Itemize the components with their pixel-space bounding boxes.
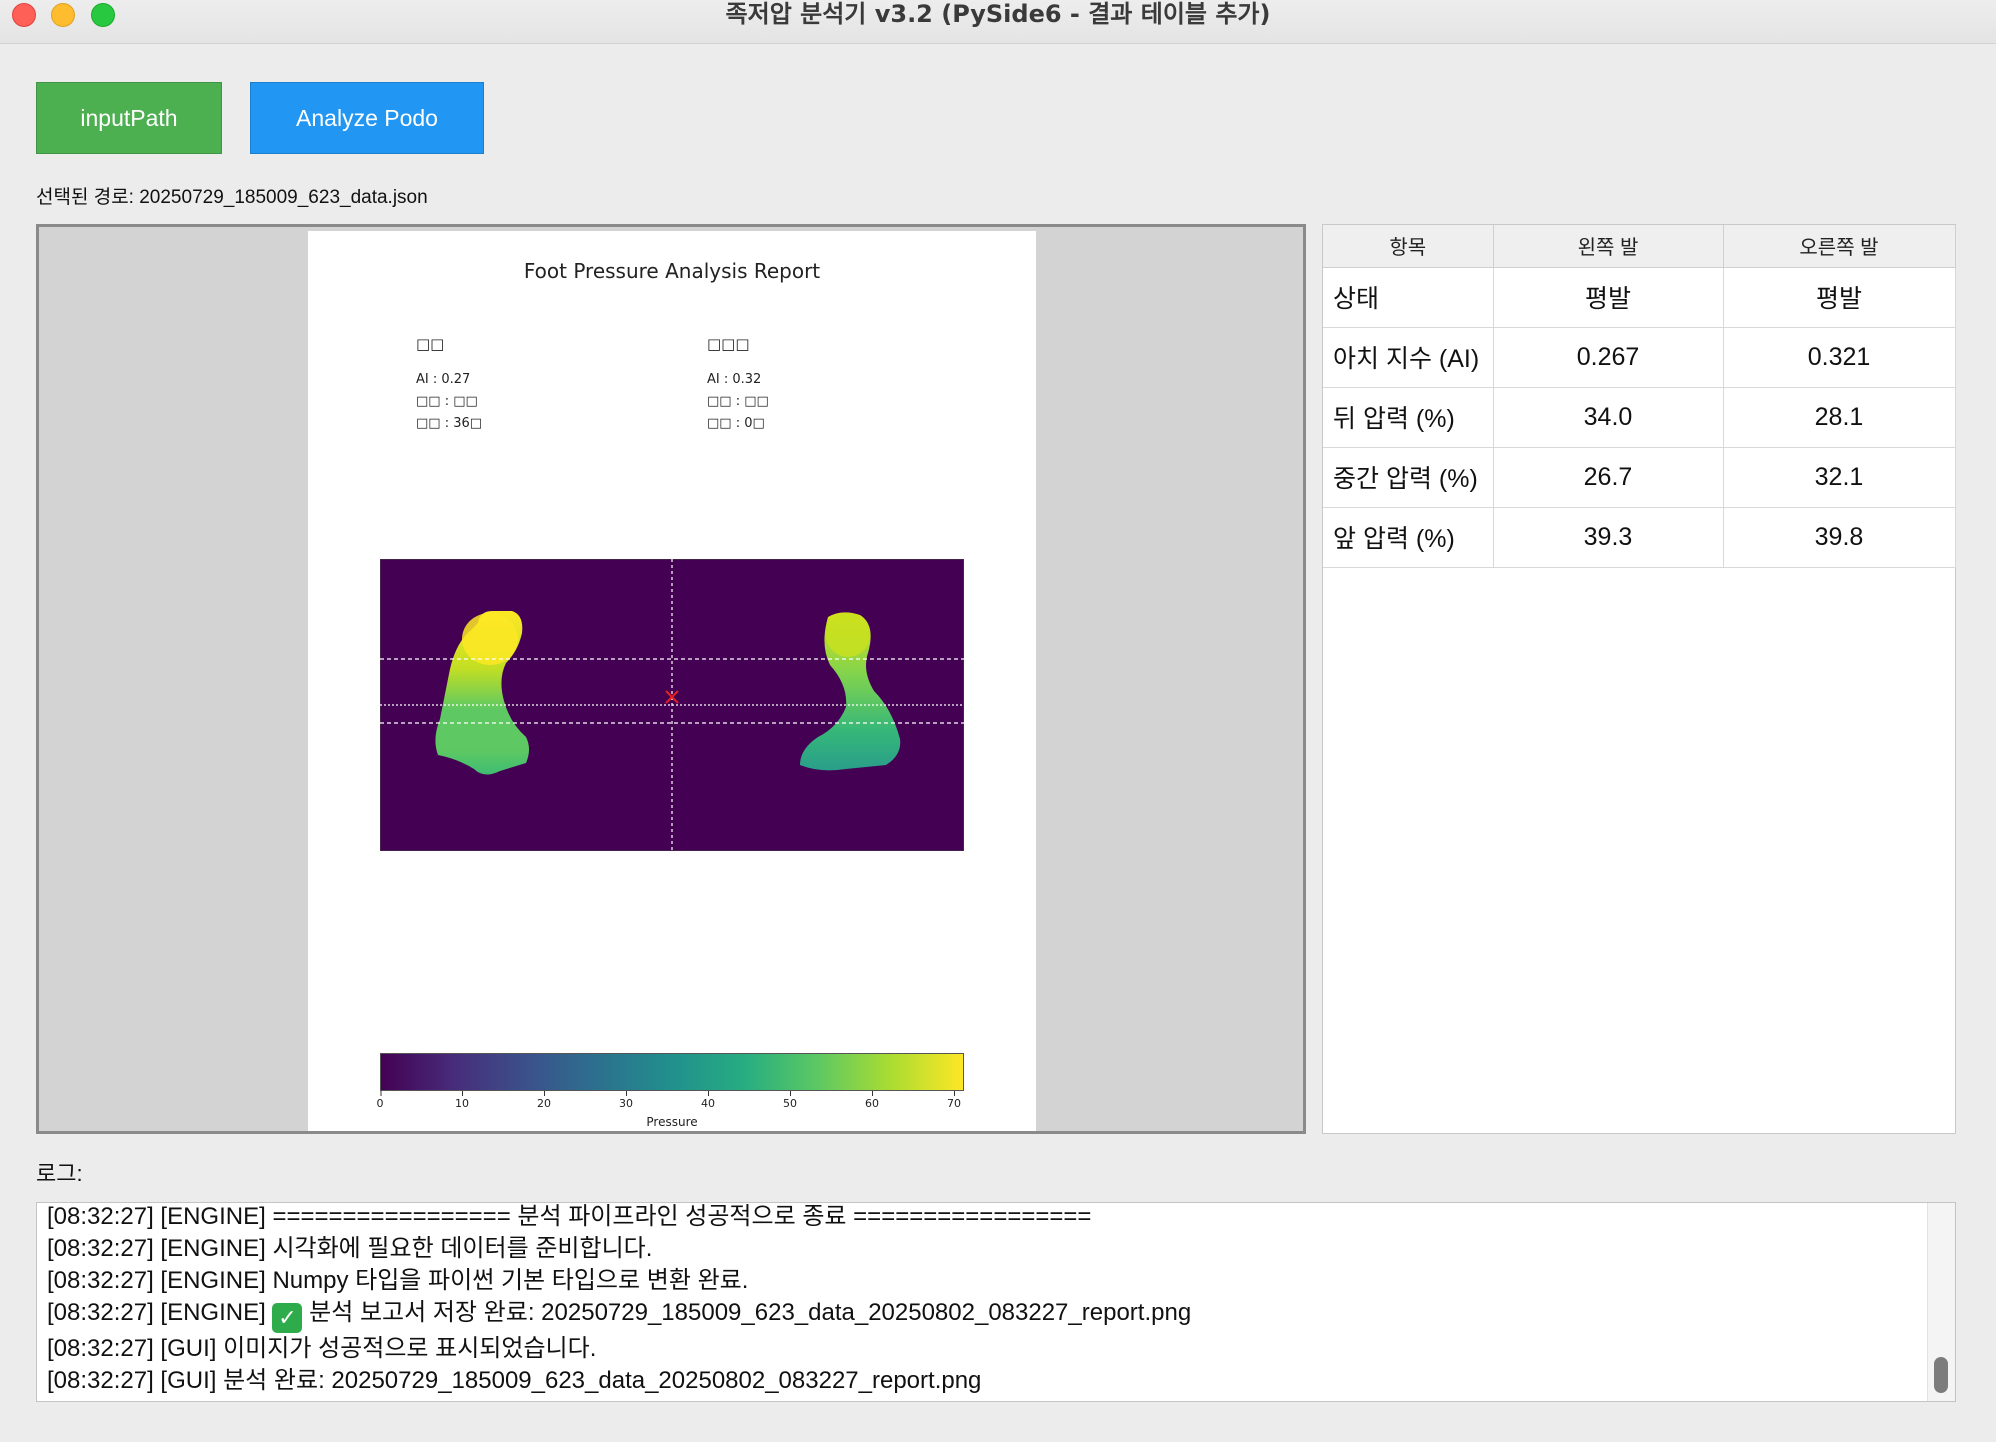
log-scrollbar-thumb[interactable] <box>1934 1357 1948 1393</box>
right-foot-pressure-map <box>800 612 901 771</box>
log-line: [08:32:27] [ENGINE] Numpy 타입을 파이썬 기본 타입으… <box>47 1267 749 1294</box>
report-image: Foot Pressure Analysis Report □□ AI : 0.… <box>308 231 1036 1131</box>
left-foot-value[interactable]: 평발 <box>1493 267 1724 328</box>
right-foot-line: □□ : □□ <box>707 394 769 409</box>
left-foot-value[interactable]: 26.7 <box>1493 447 1724 508</box>
log-line: [08:32:27] [GUI] 이미지가 성공적으로 표시되었습니다. <box>47 1335 597 1362</box>
check-mark-icon: ✓ <box>272 1303 303 1333</box>
log-line: [08:32:27] [ENGINE] ================= 분석… <box>47 1203 1092 1230</box>
right-foot-heading: □□□ <box>707 335 750 353</box>
left-foot-heading: □□ <box>416 335 445 353</box>
table-row[interactable]: 중간 압력 (%) 26.7 32.1 <box>1323 447 1956 508</box>
colorbar-tick: 70 <box>947 1091 961 1110</box>
right-foot-line: □□ : 0□ <box>707 416 765 431</box>
colorbar-tick: 30 <box>619 1091 633 1110</box>
analyze-podo-button[interactable]: Analyze Podo <box>250 82 484 154</box>
log-line-suffix: 분석 보고서 저장 완료: 20250729_185009_623_data_2… <box>302 1299 1192 1326</box>
report-image-viewer: Foot Pressure Analysis Report □□ AI : 0.… <box>36 224 1306 1134</box>
colorbar-tick: 40 <box>701 1091 715 1110</box>
right-foot-line: AI : 0.32 <box>707 372 762 387</box>
minimize-window-icon[interactable] <box>51 3 75 27</box>
colorbar-tick: 10 <box>455 1091 469 1110</box>
close-window-icon[interactable] <box>12 3 36 27</box>
report-title: Foot Pressure Analysis Report <box>523 259 821 283</box>
left-foot-summary: □□ AI : 0.27 □□ : □□ □□ : 36□ <box>416 335 482 435</box>
row-label[interactable]: 중간 압력 (%) <box>1323 447 1494 508</box>
right-foot-summary: □□□ AI : 0.32 □□ : □□ □□ : 0□ <box>707 335 769 435</box>
window-title: 족저압 분석기 v3.2 (PySide6 - 결과 테이블 추가) <box>725 0 1271 28</box>
colorbar-tick: 20 <box>537 1091 551 1110</box>
title-bar: 족저압 분석기 v3.2 (PySide6 - 결과 테이블 추가) <box>0 0 1996 44</box>
left-foot-line: □□ : □□ <box>416 394 478 409</box>
right-foot-value[interactable]: 32.1 <box>1723 447 1956 508</box>
table-row[interactable]: 아치 지수 (AI) 0.267 0.321 <box>1323 327 1956 388</box>
column-header-left-foot[interactable]: 왼쪽 발 <box>1493 225 1724 268</box>
selected-path-label: 선택된 경로: 20250729_185009_623_data.json <box>36 187 428 208</box>
left-foot-line: □□ : 36□ <box>416 416 483 431</box>
column-header-right-foot[interactable]: 오른쪽 발 <box>1723 225 1956 268</box>
log-label: 로그: <box>36 1161 83 1186</box>
pressure-heatmap <box>380 559 964 851</box>
row-label[interactable]: 상태 <box>1323 267 1494 328</box>
log-line-prefix: [08:32:27] [ENGINE] <box>47 1299 273 1326</box>
colorbar-tick: 60 <box>865 1091 879 1110</box>
log-line: [08:32:27] [GUI] 분석 완료: 20250729_185009_… <box>47 1367 982 1394</box>
log-line: [08:32:27] [ENGINE] ✓ 분석 보고서 저장 완료: 2025… <box>47 1297 1919 1333</box>
row-label[interactable]: 아치 지수 (AI) <box>1323 327 1494 388</box>
pressure-colorbar <box>380 1053 964 1091</box>
column-header-item[interactable]: 항목 <box>1323 225 1494 268</box>
right-foot-value[interactable]: 0.321 <box>1723 327 1956 388</box>
left-foot-line: AI : 0.27 <box>416 372 471 387</box>
table-row[interactable]: 뒤 압력 (%) 34.0 28.1 <box>1323 387 1956 448</box>
left-foot-value[interactable]: 39.3 <box>1493 507 1724 568</box>
log-line: [08:32:27] [ENGINE] 시각화에 필요한 데이터를 준비합니다. <box>47 1235 653 1262</box>
right-foot-value[interactable]: 39.8 <box>1723 507 1956 568</box>
colorbar-tick: 0 <box>376 1091 384 1110</box>
right-foot-value[interactable]: 28.1 <box>1723 387 1956 448</box>
colorbar-tick: 50 <box>783 1091 797 1110</box>
results-table: 항목 왼쪽 발 오른쪽 발 상태 평발 평발 아치 지수 (AI) 0.267 … <box>1322 224 1956 1134</box>
log-output[interactable]: [08:32:27] [ENGINE] ================= 분석… <box>36 1202 1956 1402</box>
row-label[interactable]: 뒤 압력 (%) <box>1323 387 1494 448</box>
left-foot-value[interactable]: 34.0 <box>1493 387 1724 448</box>
results-header-row: 항목 왼쪽 발 오른쪽 발 <box>1323 225 1956 268</box>
log-scrollbar[interactable] <box>1927 1203 1955 1401</box>
colorbar-label: Pressure <box>646 1115 698 1129</box>
zoom-window-icon[interactable] <box>91 3 115 27</box>
table-row[interactable]: 앞 압력 (%) 39.3 39.8 <box>1323 507 1956 568</box>
left-foot-value[interactable]: 0.267 <box>1493 327 1724 388</box>
input-path-button[interactable]: inputPath <box>36 82 222 154</box>
center-of-pressure-marker <box>665 690 679 704</box>
right-foot-value[interactable]: 평발 <box>1723 267 1956 328</box>
row-label[interactable]: 앞 압력 (%) <box>1323 507 1494 568</box>
table-row[interactable]: 상태 평발 평발 <box>1323 267 1956 328</box>
